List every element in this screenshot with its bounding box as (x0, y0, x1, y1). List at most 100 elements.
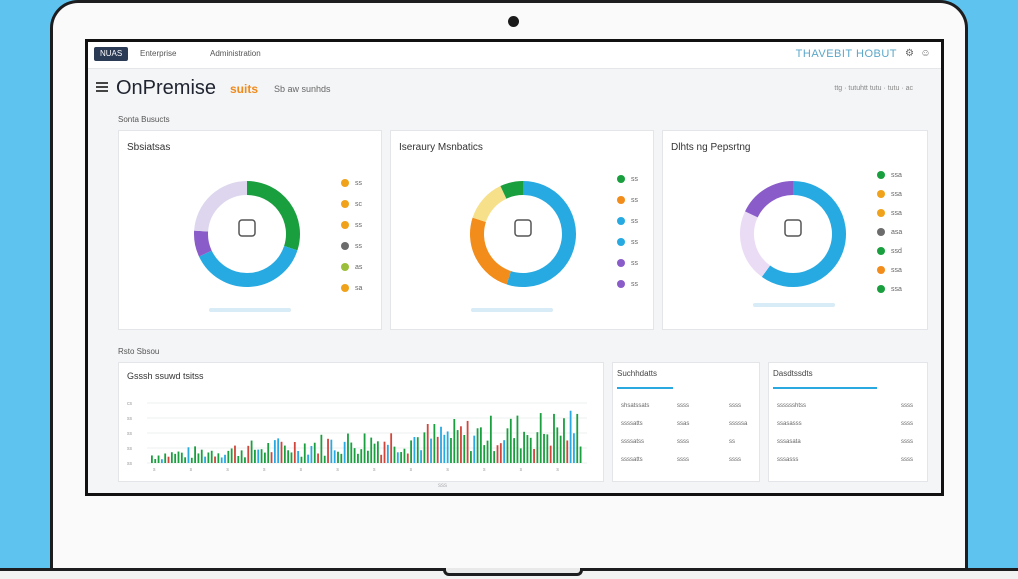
bar[interactable] (576, 413, 579, 463)
bar[interactable] (303, 443, 306, 463)
bar[interactable] (267, 443, 270, 463)
bar[interactable] (460, 426, 462, 463)
card-footer-link[interactable] (753, 303, 835, 307)
bar[interactable] (297, 451, 300, 463)
table-row[interactable]: ssssatts ssss ssss (621, 457, 761, 465)
donut-slice[interactable] (506, 181, 576, 287)
bar[interactable] (164, 453, 167, 463)
donut-slice[interactable] (194, 230, 212, 257)
settings-icon[interactable]: ⚙ (905, 48, 914, 59)
bar[interactable] (420, 450, 422, 463)
bar[interactable] (453, 419, 456, 463)
bar[interactable] (569, 410, 572, 463)
bar[interactable] (300, 456, 303, 463)
bar[interactable] (260, 449, 263, 463)
bar[interactable] (337, 451, 339, 463)
bar[interactable] (237, 455, 240, 463)
table-row[interactable]: ssssatts ssas sssssa (621, 421, 761, 429)
bar[interactable] (509, 418, 512, 463)
bar[interactable] (207, 452, 210, 463)
table-row[interactable]: sssasata ssss (777, 439, 917, 447)
bar[interactable] (310, 446, 313, 463)
table-tab[interactable]: Suchhdatts (617, 369, 658, 378)
bar[interactable] (214, 456, 216, 463)
bar[interactable] (227, 450, 230, 463)
bar[interactable] (330, 439, 333, 463)
bar[interactable] (516, 415, 519, 463)
bar[interactable] (489, 415, 492, 463)
table-row[interactable]: shsatssats ssss ssss (621, 403, 761, 411)
bar[interactable] (217, 453, 220, 463)
bar[interactable] (151, 455, 153, 463)
bar[interactable] (263, 452, 266, 463)
legend-item[interactable]: asa (877, 228, 902, 238)
donut-slice[interactable] (740, 211, 771, 277)
bar[interactable] (559, 435, 562, 463)
bar[interactable] (499, 443, 502, 463)
bar[interactable] (187, 447, 190, 463)
donut-slice[interactable] (472, 186, 507, 223)
bar[interactable] (410, 440, 412, 463)
legend-item[interactable]: ss (617, 238, 638, 248)
bar[interactable] (456, 430, 459, 463)
bar[interactable] (174, 453, 177, 463)
bar[interactable] (440, 426, 442, 463)
bar[interactable] (473, 435, 476, 463)
bar[interactable] (343, 441, 346, 463)
bar[interactable] (317, 453, 319, 463)
table-row[interactable]: sssssshtss ssss (777, 403, 917, 411)
bar[interactable] (360, 449, 363, 463)
bar[interactable] (280, 441, 283, 463)
legend-item[interactable]: ssa (877, 190, 902, 200)
bar[interactable] (307, 454, 309, 463)
bar[interactable] (380, 454, 383, 463)
donut-slice[interactable] (761, 181, 846, 287)
bar[interactable] (270, 452, 273, 463)
bar[interactable] (493, 451, 496, 463)
bar[interactable] (234, 445, 236, 463)
legend-item[interactable]: sa (341, 284, 362, 294)
bar[interactable] (240, 450, 243, 463)
bar[interactable] (220, 457, 223, 463)
bar[interactable] (579, 446, 582, 463)
bar[interactable] (463, 434, 466, 463)
bar[interactable] (353, 448, 356, 463)
bar[interactable] (200, 449, 203, 463)
bar[interactable] (386, 444, 389, 463)
logo-badge[interactable]: NUAS (94, 47, 129, 61)
legend-item[interactable]: ssa (877, 209, 902, 219)
bar[interactable] (277, 438, 280, 463)
legend-item[interactable]: ssa (877, 266, 902, 276)
bar[interactable] (436, 436, 439, 463)
bar[interactable] (167, 456, 170, 463)
bar[interactable] (496, 445, 499, 463)
card-footer-link[interactable] (209, 308, 291, 312)
bar[interactable] (390, 433, 393, 463)
bar[interactable] (190, 457, 193, 463)
bar[interactable] (566, 440, 569, 463)
bar[interactable] (157, 455, 160, 463)
bar[interactable] (340, 453, 343, 463)
bar[interactable] (526, 435, 529, 463)
bar[interactable] (254, 449, 256, 463)
bar[interactable] (370, 437, 373, 463)
bar[interactable] (283, 445, 286, 463)
bar[interactable] (287, 450, 290, 463)
bar[interactable] (396, 452, 399, 463)
donut-slice[interactable] (470, 217, 512, 285)
bar[interactable] (327, 438, 329, 463)
bar[interactable] (479, 427, 482, 463)
bar[interactable] (224, 454, 226, 463)
legend-item[interactable]: ss (341, 242, 362, 252)
bar[interactable] (426, 423, 429, 463)
legend-item[interactable]: ss (617, 280, 638, 290)
table-tab[interactable]: Dasdtssdts (773, 369, 813, 378)
donut-slice[interactable] (194, 181, 248, 232)
bar[interactable] (450, 438, 452, 463)
table-row[interactable]: ssasasss ssss (777, 421, 917, 429)
bar[interactable] (273, 440, 276, 463)
bar[interactable] (413, 437, 416, 463)
bar[interactable] (363, 433, 366, 463)
bar[interactable] (536, 432, 539, 463)
bar[interactable] (293, 441, 296, 463)
